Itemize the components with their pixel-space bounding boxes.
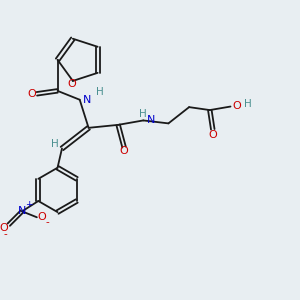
Text: H: H [140,109,147,119]
Text: O: O [38,212,46,222]
Text: N: N [83,95,92,105]
Text: -: - [3,229,7,239]
Text: N: N [147,116,155,125]
Text: O: O [27,89,36,99]
Text: O: O [208,130,217,140]
Text: O: O [232,101,241,111]
Text: +: + [25,200,32,209]
Text: H: H [96,87,104,97]
Text: O: O [67,79,76,89]
Text: O: O [120,146,128,157]
Text: H: H [244,99,252,109]
Text: O: O [0,223,8,232]
Text: H: H [51,139,58,149]
Text: -: - [46,218,50,228]
Text: N: N [18,206,26,216]
